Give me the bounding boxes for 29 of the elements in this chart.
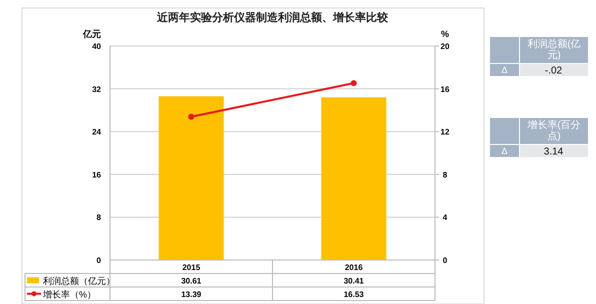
- legend-label: 增长率（%）: [42, 289, 96, 300]
- legend-label: 利润总额（亿元）: [43, 276, 115, 286]
- y-tick-label: 24: [92, 128, 102, 137]
- y2-tick-label: 16: [440, 84, 450, 94]
- y2-tick-label: 0: [442, 256, 448, 265]
- y2-tick-label: 4: [442, 213, 448, 222]
- text: 3.14: [544, 146, 564, 158]
- y-tick-label: 0: [96, 256, 102, 265]
- text: 增长率(百分点): [520, 118, 588, 144]
- data-label: 13.39: [181, 290, 202, 299]
- y2-tick-label: 8: [442, 170, 448, 180]
- y-tick-label: 16: [92, 170, 102, 180]
- y2-tick-label: 12: [440, 128, 450, 137]
- x-tick-label: 2016: [344, 263, 364, 272]
- text: 利润总额(亿元): [520, 37, 588, 63]
- y-tick-label: 40: [92, 42, 102, 51]
- text: Δ: [501, 146, 508, 156]
- y2-axis-title: %: [440, 29, 450, 39]
- y2-tick-label: 20: [440, 42, 450, 51]
- x-tick-label: 2015: [182, 263, 201, 272]
- chart-title: 近两年实验分析仪器制造利润总额、增长率比较: [156, 11, 389, 24]
- data-label: 30.41: [344, 276, 364, 286]
- text: Δ: [501, 65, 508, 75]
- y-tick-label: 32: [92, 84, 102, 94]
- data-label: 16.53: [344, 290, 364, 299]
- y-axis-title: 亿元: [82, 29, 101, 39]
- data-label: 30.61: [181, 276, 202, 286]
- y-tick-label: 8: [96, 213, 102, 222]
- text: -.02: [544, 66, 563, 76]
